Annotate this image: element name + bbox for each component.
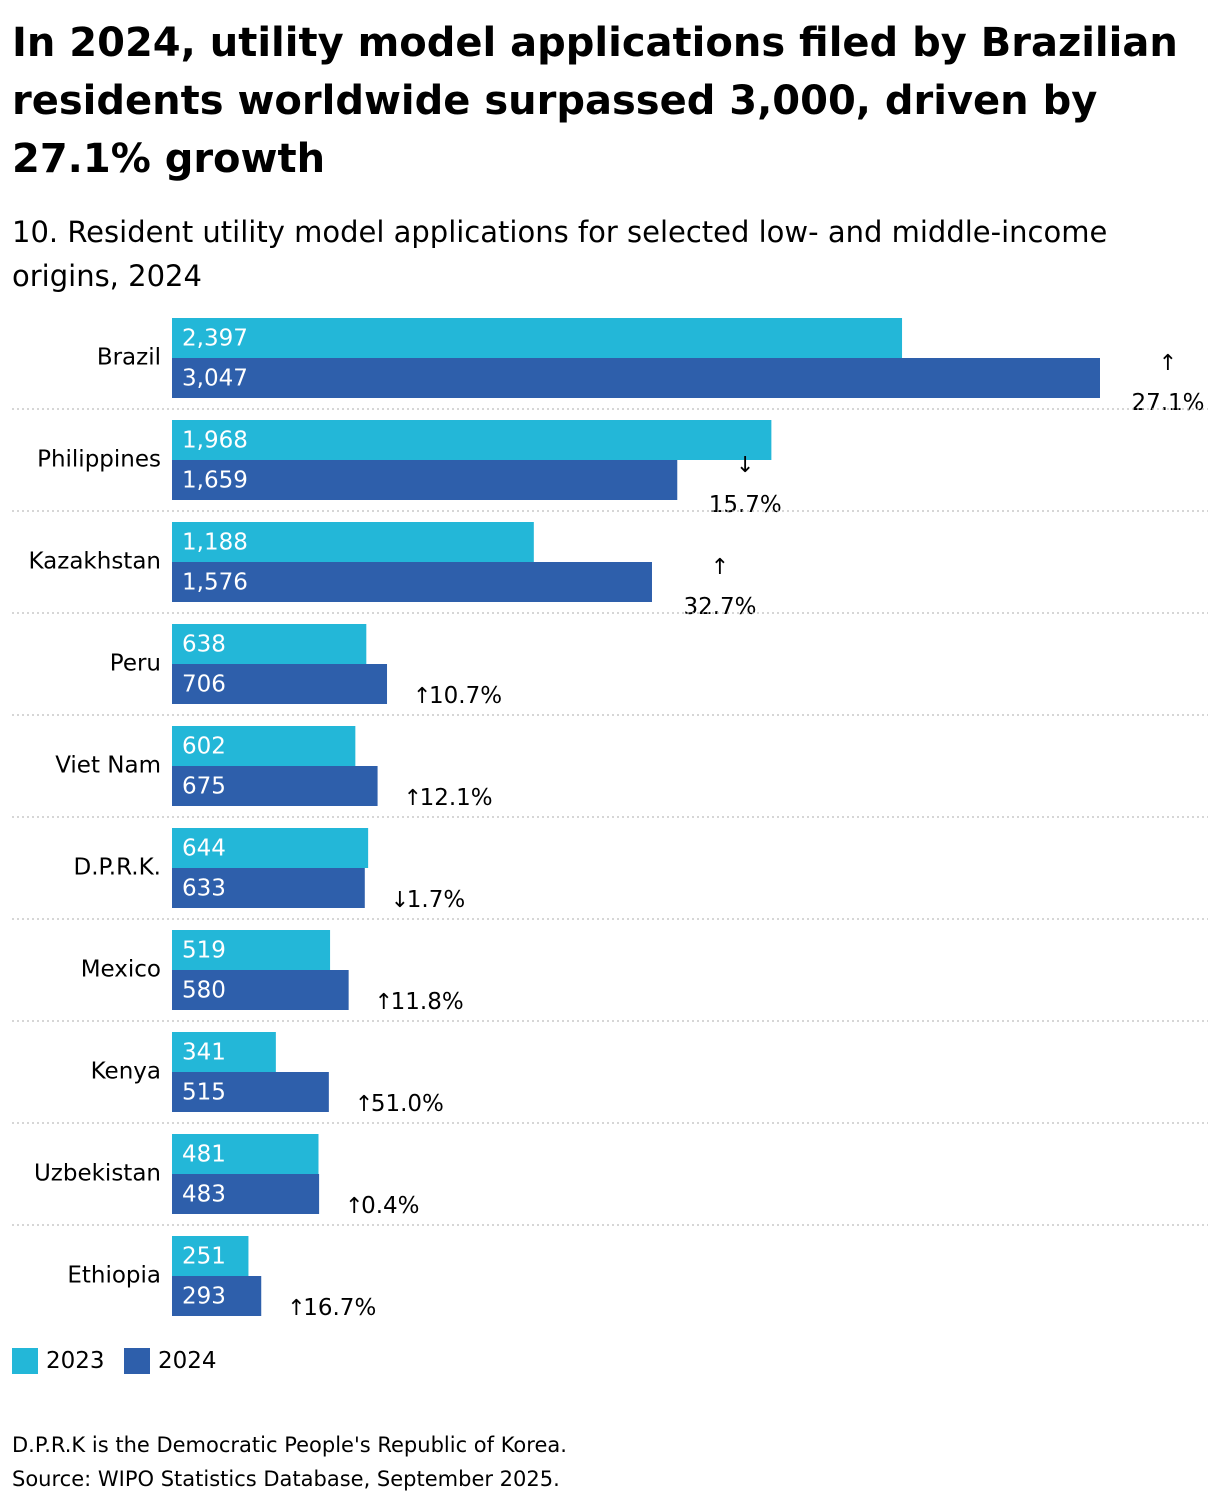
- growth-label-d-p-r-k: 1.7%: [407, 887, 465, 913]
- source-note: Source: WIPO Statistics Database, Septem…: [12, 1467, 560, 1491]
- bar-2023-viet-nam: [172, 726, 356, 766]
- category-label-viet-nam: Viet Nam: [55, 753, 161, 779]
- growth-label-ethiopia: 16.7%: [303, 1295, 376, 1321]
- bar-2024-peru: [172, 664, 388, 704]
- category-label-kenya: Kenya: [91, 1059, 161, 1085]
- value-label-2023-mexico: 519: [182, 938, 226, 964]
- value-label-2023-ethiopia: 251: [182, 1244, 226, 1270]
- bar-2023-d-p-r-k: [172, 828, 369, 868]
- value-label-2024-ethiopia: 293: [182, 1284, 226, 1310]
- value-label-2024-philippines: 1,659: [182, 468, 248, 494]
- legend-swatch-2024: [124, 1348, 150, 1374]
- legend-label-2023: 2023: [46, 1348, 105, 1374]
- growth-arrow-d-p-r-k: ↓: [391, 888, 409, 913]
- growth-label-philippines: 15.7%: [709, 492, 782, 518]
- growth-label-brazil: 27.1%: [1131, 390, 1204, 416]
- bar-chart: Brazil 2,397 3,047 ↑ 27.1% Philippines 1,968 1,…: [12, 318, 1208, 1321]
- value-label-2024-brazil: 3,047: [182, 366, 248, 392]
- value-label-2024-d-p-r-k: 633: [182, 876, 226, 902]
- growth-label-uzbekistan: 0.4%: [361, 1193, 419, 1219]
- category-label-peru: Peru: [110, 651, 161, 677]
- value-label-2023-kazakhstan: 1,188: [182, 530, 248, 556]
- growth-arrow-philippines: ↓: [736, 453, 754, 478]
- bar-2024-ethiopia: [172, 1276, 262, 1316]
- value-label-2024-kazakhstan: 1,576: [182, 570, 248, 596]
- footnote: D.P.R.K is the Democratic People's Repub…: [12, 1433, 567, 1457]
- category-label-ethiopia: Ethiopia: [67, 1263, 161, 1289]
- value-label-2024-mexico: 580: [182, 978, 226, 1004]
- bar-2023-kenya: [172, 1032, 276, 1072]
- value-label-2024-viet-nam: 675: [182, 774, 226, 800]
- value-label-2024-peru: 706: [182, 672, 226, 698]
- value-label-2023-viet-nam: 602: [182, 734, 226, 760]
- category-label-philippines: Philippines: [37, 447, 161, 473]
- bar-2024-kenya: [172, 1072, 329, 1112]
- legend-label-2024: 2024: [158, 1348, 217, 1374]
- bar-2024-philippines: [172, 460, 678, 500]
- value-label-2023-kenya: 341: [182, 1040, 226, 1066]
- value-label-2024-uzbekistan: 483: [182, 1182, 226, 1208]
- legend-swatch-2023: [12, 1348, 38, 1374]
- growth-label-kazakhstan: 32.7%: [683, 594, 756, 620]
- chart-title: In 2024, utility model applications file…: [12, 20, 1178, 182]
- bar-2024-kazakhstan: [172, 562, 652, 602]
- growth-arrow-uzbekistan: ↑: [345, 1194, 363, 1219]
- bar-2023-kazakhstan: [172, 522, 534, 562]
- value-label-2023-brazil: 2,397: [182, 326, 248, 352]
- growth-label-viet-nam: 12.1%: [420, 785, 493, 811]
- chart-notes: D.P.R.K is the Democratic People's Repub…: [12, 1428, 1208, 1496]
- growth-arrow-kenya: ↑: [355, 1092, 373, 1117]
- growth-arrow-kazakhstan: ↑: [711, 555, 729, 580]
- category-label-brazil: Brazil: [97, 345, 161, 371]
- bar-2023-brazil: [172, 318, 903, 358]
- category-label-uzbekistan: Uzbekistan: [34, 1161, 161, 1187]
- growth-arrow-brazil: ↑: [1159, 351, 1177, 376]
- growth-label-peru: 10.7%: [429, 683, 502, 709]
- growth-label-kenya: 51.0%: [371, 1091, 444, 1117]
- category-label-kazakhstan: Kazakhstan: [28, 549, 161, 575]
- bar-2024-d-p-r-k: [172, 868, 365, 908]
- value-label-2023-peru: 638: [182, 632, 226, 658]
- value-label-2023-uzbekistan: 481: [182, 1142, 226, 1168]
- bar-2024-brazil: [172, 358, 1100, 398]
- bar-2023-mexico: [172, 930, 331, 970]
- bar-2023-uzbekistan: [172, 1134, 319, 1174]
- bar-2024-uzbekistan: [172, 1174, 320, 1214]
- value-label-2023-philippines: 1,968: [182, 428, 248, 454]
- chart-subtitle: 10. Resident utility model applications …: [12, 215, 1108, 293]
- value-label-2023-d-p-r-k: 644: [182, 836, 226, 862]
- category-label-mexico: Mexico: [81, 957, 161, 983]
- growth-arrow-viet-nam: ↑: [404, 786, 422, 811]
- category-label-d-p-r-k: D.P.R.K.: [74, 855, 162, 881]
- bar-2023-philippines: [172, 420, 772, 460]
- growth-arrow-ethiopia: ↑: [287, 1296, 305, 1321]
- value-label-2024-kenya: 515: [182, 1080, 226, 1106]
- growth-arrow-peru: ↑: [413, 684, 431, 709]
- bar-2023-ethiopia: [172, 1236, 249, 1276]
- bar-2024-viet-nam: [172, 766, 378, 806]
- bar-2024-mexico: [172, 970, 349, 1010]
- growth-arrow-mexico: ↑: [375, 990, 393, 1015]
- growth-label-mexico: 11.8%: [391, 989, 464, 1015]
- bar-2023-peru: [172, 624, 367, 664]
